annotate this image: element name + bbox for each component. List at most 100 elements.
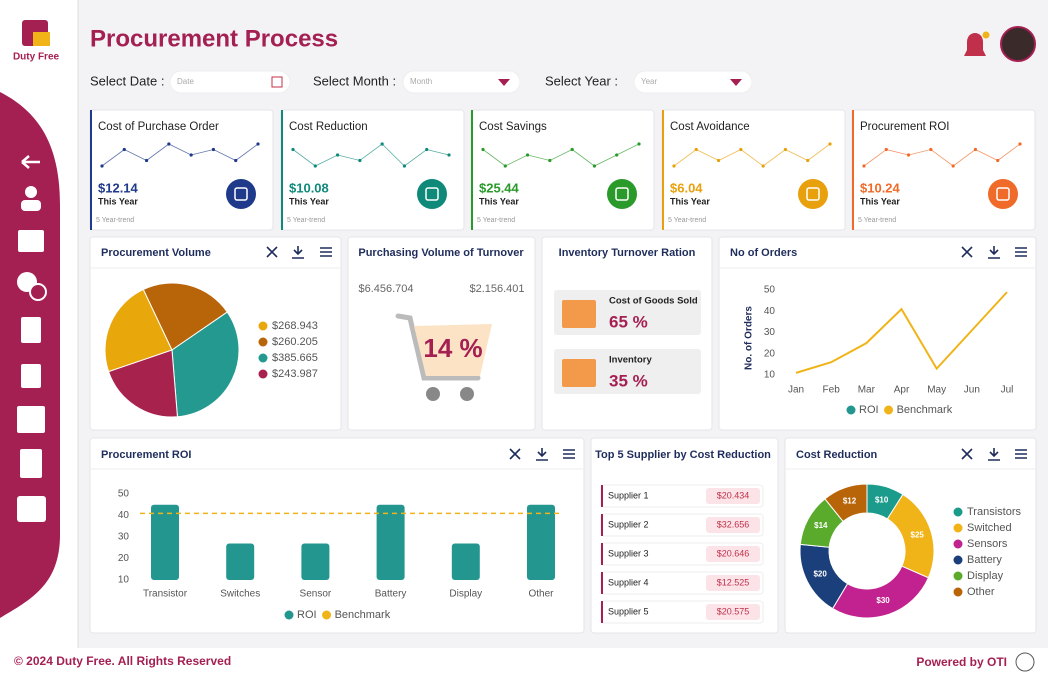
supplier-pill [706, 575, 760, 591]
legend-swatch [258, 321, 268, 331]
legend-swatch [953, 571, 963, 581]
kpi-note: 5 Year-trend [858, 217, 896, 224]
kpi-sparkline-dot [291, 147, 295, 152]
kpi-sparkline-dot [313, 164, 317, 168]
kpi-accent [852, 110, 854, 230]
kpi-value: $12.14 [98, 180, 139, 195]
nav-user[interactable] [25, 186, 37, 198]
supplier-accent [601, 485, 603, 507]
nav-invoice[interactable] [21, 317, 41, 343]
kpi-note: 5 Year-trend [96, 217, 134, 224]
kpi-accent [662, 110, 664, 230]
kpi-title: Procurement ROI [860, 121, 949, 133]
x-tick-label: Jun [964, 385, 980, 396]
notification-bell[interactable] [964, 33, 986, 56]
kpi-sparkline-dot [996, 158, 1000, 163]
nav-boxes[interactable] [18, 230, 44, 252]
kpi-icon [417, 179, 447, 209]
expand-icon[interactable] [509, 448, 521, 460]
nav-wallet[interactable] [17, 496, 46, 522]
download-icon[interactable] [988, 448, 1000, 461]
legend-label: Sensors [967, 538, 1008, 550]
dropdown-caret [730, 79, 742, 86]
slice-label: $25 [911, 531, 925, 540]
y-axis-label: No. of Orders [744, 306, 755, 370]
supplier-accent [601, 514, 603, 536]
turnover-left: $6.456.704 [358, 283, 413, 295]
nav-document[interactable] [20, 449, 42, 478]
bar [226, 543, 255, 580]
legend-swatch [846, 405, 856, 415]
download-icon[interactable] [988, 246, 1000, 259]
expand-icon[interactable] [266, 246, 278, 258]
nav-back[interactable] [21, 155, 40, 169]
kpi-period: This Year [479, 196, 519, 206]
kpi-sparkline-dot [256, 142, 260, 146]
filter-label: Select Month : [313, 73, 396, 88]
legend-swatch [953, 523, 963, 533]
kpi-sparkline-dot [884, 147, 888, 152]
nav-coin-dollar [29, 283, 47, 301]
kpi-title: Cost Reduction [289, 121, 368, 133]
kpi-sparkline-dot [335, 153, 340, 157]
legend-swatch [258, 369, 268, 379]
kpi-sparkline-dot [694, 147, 698, 152]
y-tick-label: 10 [764, 370, 776, 381]
pie-slice [107, 349, 178, 418]
legend-swatch [284, 610, 294, 620]
filter-input[interactable] [402, 70, 521, 94]
kpi-sparkline-dot [525, 153, 530, 157]
x-tick-label: May [927, 385, 946, 396]
nav-checklist[interactable] [21, 364, 41, 388]
dropdown-caret [498, 79, 510, 86]
filter-label: Select Year : [545, 73, 618, 88]
page-title: Procurement Process [90, 25, 338, 52]
filter-icon[interactable] [1015, 449, 1027, 459]
user-avatar[interactable] [1000, 26, 1036, 62]
cart-wheel [460, 387, 474, 401]
kpi-sparkline-dot [739, 147, 743, 152]
download-icon[interactable] [536, 448, 548, 461]
sidebar-band [0, 92, 60, 618]
notification-dot [982, 31, 990, 39]
card-title: Inventory Turnover Ration [559, 247, 696, 259]
kpi-note: 5 Year-trend [668, 217, 706, 224]
kpi-sparkline-dot [167, 142, 171, 146]
kpi-sparkline-dot [100, 164, 104, 168]
filter-icon[interactable] [320, 247, 332, 257]
nav-icons [17, 155, 47, 522]
filter-input[interactable] [169, 70, 291, 94]
kpi-sparkline-dot [234, 158, 238, 163]
y-tick-label: 30 [764, 327, 776, 338]
legend-swatch [953, 587, 963, 597]
logo-tag [33, 32, 50, 46]
kpi-accent [281, 110, 283, 230]
download-icon[interactable] [292, 246, 304, 259]
bar [151, 504, 179, 580]
kpi-sparkline-dot [973, 147, 978, 152]
legend-swatch [953, 539, 963, 549]
footer [0, 648, 1048, 677]
kpi-value: $25.44 [479, 180, 520, 195]
supplier-value: $12.525 [717, 577, 750, 587]
turnover-right: $2.156.401 [469, 283, 524, 295]
nav-stock[interactable] [17, 406, 45, 433]
filter-placeholder: Date [177, 77, 194, 86]
legend-label: Battery [967, 554, 1002, 566]
card-title: Cost Reduction [796, 449, 878, 461]
filter-icon[interactable] [1015, 247, 1027, 257]
filter-label: Select Date : [90, 73, 164, 88]
kpi-sparkline-dot [1018, 142, 1022, 146]
kpi-sparkline [292, 143, 450, 167]
expand-icon[interactable] [961, 448, 973, 460]
kpi-sparkline-dot [144, 158, 149, 163]
footer-powered: Powered by OTI [916, 655, 1007, 669]
legend-swatch [953, 555, 963, 565]
expand-icon[interactable] [961, 246, 973, 258]
filter-input[interactable] [633, 70, 753, 94]
filter-icon[interactable] [563, 449, 575, 459]
kpi-title: Cost Savings [479, 121, 547, 133]
kpi-sparkline-dot [380, 142, 384, 146]
supplier-accent [601, 543, 603, 565]
kpi-sparkline-dot [592, 164, 597, 168]
